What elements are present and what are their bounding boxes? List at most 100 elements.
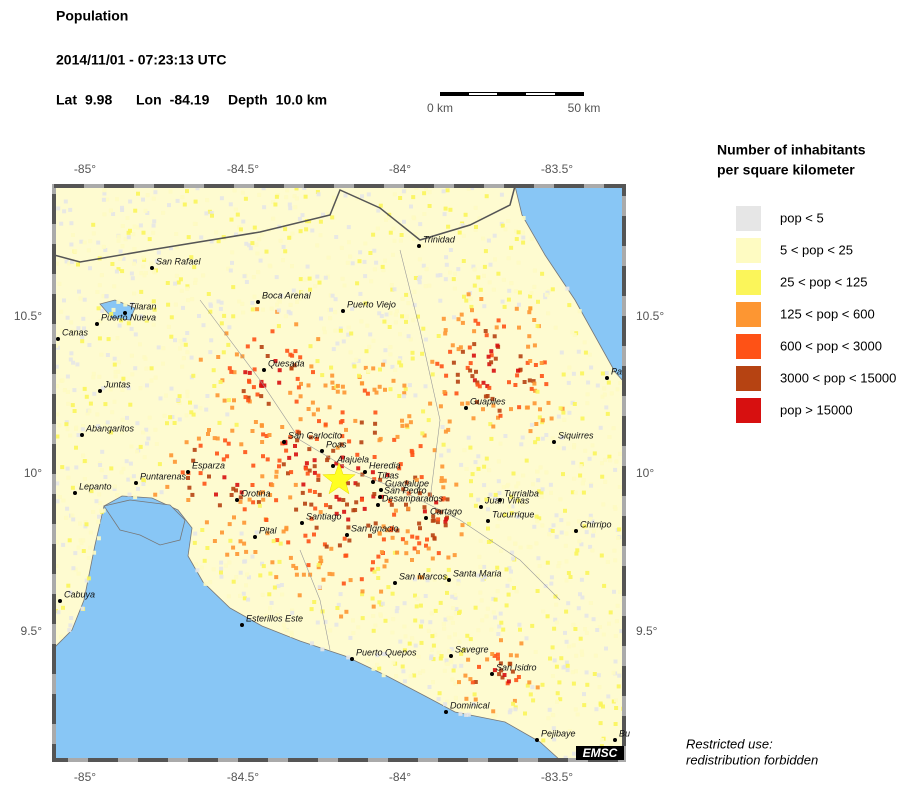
population-cell (608, 610, 613, 615)
population-cell (607, 454, 612, 459)
population-cell (363, 365, 368, 370)
population-cell (115, 197, 119, 202)
population-cell (241, 389, 246, 394)
population-cell (468, 637, 473, 642)
population-cell (430, 533, 435, 538)
population-cell (244, 549, 249, 554)
population-cell (306, 407, 311, 411)
population-cell (489, 539, 493, 544)
population-cell (613, 506, 618, 511)
population-cell (372, 267, 377, 272)
population-cell (535, 519, 540, 524)
population-cell (409, 204, 413, 209)
population-cell (584, 530, 589, 535)
population-cell (342, 283, 347, 288)
population-cell (275, 538, 280, 543)
population-cell (260, 592, 265, 597)
population-cell (566, 601, 571, 606)
population-cell (347, 240, 351, 245)
population-cell (368, 533, 372, 538)
population-cell (483, 394, 488, 399)
population-cell (436, 650, 441, 655)
population-cell (313, 284, 318, 289)
population-cell (182, 337, 187, 342)
city-dot (350, 657, 354, 661)
population-cell (234, 575, 239, 580)
population-cell (156, 345, 161, 350)
population-cell (212, 384, 217, 388)
population-cell (535, 436, 540, 441)
population-cell (456, 579, 461, 584)
population-cell (294, 572, 299, 577)
population-cell (547, 532, 552, 537)
population-cell (436, 697, 441, 702)
population-cell (65, 390, 70, 394)
population-cell (500, 223, 505, 228)
population-cell (395, 528, 400, 533)
population-cell (76, 545, 81, 550)
population-cell (451, 277, 456, 282)
population-cell (605, 411, 610, 416)
population-cell (169, 246, 173, 251)
population-cell (570, 330, 575, 335)
population-cell (551, 674, 555, 678)
population-cell (323, 422, 328, 427)
population-cell (495, 343, 500, 348)
population-cell (537, 564, 542, 568)
population-cell (390, 591, 395, 596)
population-cell (550, 287, 555, 292)
population-cell (299, 381, 303, 386)
population-cell (128, 199, 133, 204)
population-cell (334, 494, 339, 499)
population-cell (293, 349, 298, 354)
city-label: Pa (611, 366, 622, 376)
population-cell (81, 538, 86, 543)
population-cell (498, 413, 503, 418)
population-cell (191, 373, 196, 378)
population-cell (65, 466, 70, 471)
population-cell (307, 276, 312, 281)
population-cell (529, 291, 534, 295)
population-cell (506, 679, 511, 684)
population-cell (439, 654, 444, 659)
population-cell (198, 406, 203, 411)
population-cell (598, 425, 603, 430)
population-cell (514, 229, 519, 234)
population-cell (103, 248, 108, 252)
population-cell (360, 194, 364, 199)
population-cell (549, 575, 554, 580)
population-cell (358, 291, 363, 296)
population-cell (126, 386, 131, 391)
population-cell (450, 620, 455, 625)
population-cell (187, 485, 192, 490)
population-cell (306, 563, 311, 568)
population-cell (71, 233, 75, 237)
population-cell (277, 559, 282, 564)
population-cell (330, 380, 335, 385)
population-cell (190, 297, 195, 302)
population-cell (517, 325, 521, 330)
city-dot (235, 498, 239, 502)
population-cell (539, 494, 544, 499)
population-cell (439, 509, 444, 514)
population-cell (522, 380, 527, 384)
population-cell (118, 256, 123, 261)
population-cell (371, 614, 376, 618)
population-cell (427, 283, 432, 288)
city-label: Santa Maria (453, 568, 502, 578)
population-cell (349, 331, 354, 336)
population-cell (265, 531, 270, 536)
population-cell (399, 233, 404, 237)
population-cell (571, 622, 576, 627)
population-cell (66, 475, 71, 480)
population-cell (297, 296, 302, 301)
population-cell (261, 186, 266, 191)
population-cell (146, 436, 151, 441)
population-cell (421, 409, 426, 414)
population-cell (219, 570, 223, 575)
population-cell (570, 670, 575, 675)
population-cell (441, 189, 446, 194)
lon-tick-label: -85° (74, 162, 96, 176)
population-cell (432, 448, 437, 453)
population-cell (362, 259, 367, 264)
